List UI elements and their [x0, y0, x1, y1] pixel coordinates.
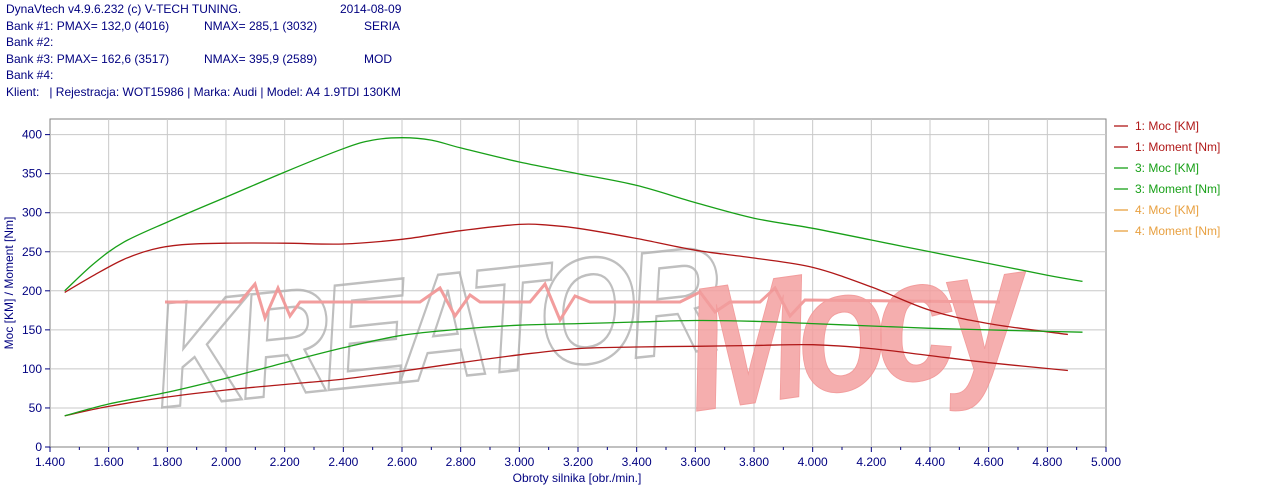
y-tick-label: 100: [22, 362, 42, 376]
bank-label: Bank #1:: [6, 18, 54, 33]
bank-note: SERIA: [364, 18, 401, 33]
bank-label: Bank #4:: [6, 68, 54, 83]
legend-item-label: 4: Moment [Nm]: [1135, 224, 1220, 238]
x-tick-label: 2.800: [446, 455, 476, 469]
x-tick-label: 1.800: [152, 455, 182, 469]
bank-row-4: Bank #4:: [6, 67, 401, 84]
app-title: DynaVtech v4.9.6.232 (c) V-TECH TUNING.: [6, 2, 242, 16]
x-tick-label: 5.000: [1091, 455, 1121, 469]
bank-note: MOD: [364, 51, 392, 66]
x-tick-label: 1.400: [35, 455, 65, 469]
x-tick-label: 2.400: [328, 455, 358, 469]
x-tick-label: 2.000: [211, 455, 241, 469]
bank-label: Bank #3:: [6, 51, 54, 66]
y-tick-label: 0: [35, 440, 42, 454]
axis-ticks: 1.400 1.600 1.800 2.000 2.200 2.400 2.600 2.800…: [22, 128, 1121, 469]
y-tick-label: 200: [22, 284, 42, 298]
series-line-4: [64, 137, 1083, 292]
x-axis-label: Obroty silnika [obr./min.]: [513, 471, 642, 485]
watermark-red-text: Mocy: [672, 207, 1044, 449]
bank-pmax: PMAX= 132,0 (4016): [56, 18, 170, 33]
x-tick-label: 3.400: [622, 455, 652, 469]
bank-row-1: Bank #1: PMAX= 132,0 (4016) NMAX= 285,1 (…: [6, 18, 401, 35]
y-tick-label: 150: [22, 323, 42, 337]
y-tick-label: 250: [22, 245, 42, 259]
client-info: Klient: | Rejestracja: WOT15986 | Marka:…: [6, 84, 401, 99]
x-tick-label: 3.600: [680, 455, 710, 469]
bank-nmax: NMAX= 395,9 (2589): [204, 51, 318, 66]
x-tick-label: 4.800: [1032, 455, 1062, 469]
watermark-gray-text: KREATOR: [146, 213, 729, 439]
legend-item-label: 1: Moment [Nm]: [1135, 140, 1220, 154]
header-line-app: DynaVtech v4.9.6.232 (c) V-TECH TUNING. 2…: [6, 1, 401, 18]
y-tick-label: 50: [29, 401, 43, 415]
watermark-zigzag-line: [165, 280, 1001, 324]
legend-item-label: 1: Moc [KM]: [1135, 119, 1199, 133]
bank-row-2: Bank #2:: [6, 34, 401, 51]
bank-label: Bank #2:: [6, 35, 54, 50]
y-tick-label: 300: [22, 206, 42, 220]
series-line-3: [64, 319, 1083, 417]
report-date: 2014-08-09: [340, 2, 402, 16]
x-tick-label: 2.200: [270, 455, 300, 469]
y-tick-label: 350: [22, 167, 42, 181]
bank-nmax: NMAX= 285,1 (3032): [204, 18, 318, 33]
y-axis-label: Moc [KM] / Moment [Nm]: [2, 217, 16, 350]
x-tick-label: 3.800: [739, 455, 769, 469]
bank-pmax: PMAX= 162,6 (3517): [56, 51, 170, 66]
x-tick-label: 4.400: [915, 455, 945, 469]
y-tick-label: 400: [22, 128, 42, 142]
series-lines: [64, 137, 1083, 417]
legend-item-label: 3: Moc [KM]: [1135, 161, 1199, 175]
legend: 1: Moc [KM] 1: Moment [Nm] 3: Moc [KM] 3: M…: [1114, 119, 1220, 238]
legend-item-label: 4: Moc [KM]: [1135, 203, 1199, 217]
x-tick-label: 4.000: [798, 455, 828, 469]
x-tick-label: 1.600: [94, 455, 124, 469]
series-line-1: [64, 343, 1068, 417]
x-tick-label: 3.200: [563, 455, 593, 469]
x-tick-label: 2.600: [387, 455, 417, 469]
x-tick-label: 4.600: [974, 455, 1004, 469]
series-line-2: [64, 223, 1068, 336]
bank-row-3: Bank #3: PMAX= 162,6 (3517) NMAX= 395,9 (…: [6, 51, 401, 68]
legend-item-label: 3: Moment [Nm]: [1135, 182, 1220, 196]
header-info: DynaVtech v4.9.6.232 (c) V-TECH TUNING. 2…: [6, 1, 401, 101]
x-tick-label: 3.000: [504, 455, 534, 469]
x-tick-label: 4.200: [856, 455, 886, 469]
